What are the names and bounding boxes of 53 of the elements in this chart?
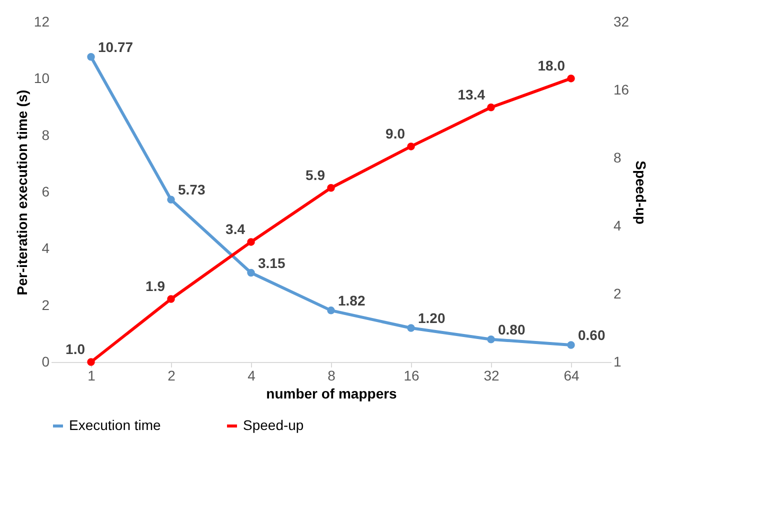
point	[407, 142, 415, 150]
y2-tick-label: 16	[614, 82, 630, 98]
y-tick-label: 6	[42, 184, 50, 200]
point	[247, 238, 255, 246]
point	[327, 306, 335, 314]
x-tick-label: 2	[168, 368, 176, 384]
y-tick-label: 12	[34, 14, 50, 30]
point	[87, 358, 95, 366]
y2-tick-label: 8	[614, 150, 622, 166]
point	[567, 74, 575, 82]
y2-axis-title: Speed-up	[633, 160, 650, 224]
y2-tick-label: 32	[614, 14, 630, 30]
y-tick-label: 4	[42, 240, 50, 256]
y-tick-label: 2	[42, 296, 50, 313]
y2-tick-label: 1	[614, 354, 622, 370]
x-tick-label: 8	[328, 368, 336, 384]
point	[247, 268, 255, 277]
x-tick-label: 1	[88, 368, 96, 384]
point	[407, 324, 415, 332]
data-label: 1.9	[146, 278, 166, 294]
x-tick-label: 16	[404, 368, 420, 384]
x-axis-title: number of mappers	[266, 386, 398, 402]
data-label: 13.4	[458, 86, 486, 102]
data-label: 0.60	[578, 327, 606, 343]
data-label: 1.20	[418, 310, 446, 326]
x-tick-label: 32	[484, 368, 500, 384]
data-label: 5.9	[306, 166, 326, 183]
data-label: 0.80	[498, 321, 526, 338]
data-label: 18.0	[538, 57, 566, 74]
data-label: 10.77	[98, 38, 134, 55]
data-label: 3.15	[258, 254, 286, 271]
point	[327, 184, 335, 192]
legend-label: Execution time	[69, 417, 162, 433]
point	[167, 196, 175, 204]
y-tick-label: 10	[34, 70, 50, 86]
data-label: 5.73	[178, 182, 206, 198]
point	[487, 335, 495, 344]
point	[487, 104, 495, 112]
y2-tick-label: 4	[614, 218, 622, 234]
x-tick-label: 4	[248, 368, 256, 384]
y-axis-title: Per-iteration execution time (s)	[14, 90, 30, 296]
y2-tick-label: 2	[614, 286, 622, 302]
data-label: 1.82	[338, 292, 366, 308]
point	[567, 341, 575, 349]
y-tick-label: 0	[42, 354, 50, 370]
legend-label: Speed-up	[243, 417, 304, 433]
data-label: 1.0	[66, 341, 86, 357]
point	[167, 295, 175, 303]
point	[87, 52, 95, 61]
data-label: 9.0	[386, 125, 406, 142]
data-label: 3.4	[226, 220, 246, 237]
x-tick-label: 64	[564, 368, 580, 384]
y-tick-label: 8	[42, 126, 50, 143]
